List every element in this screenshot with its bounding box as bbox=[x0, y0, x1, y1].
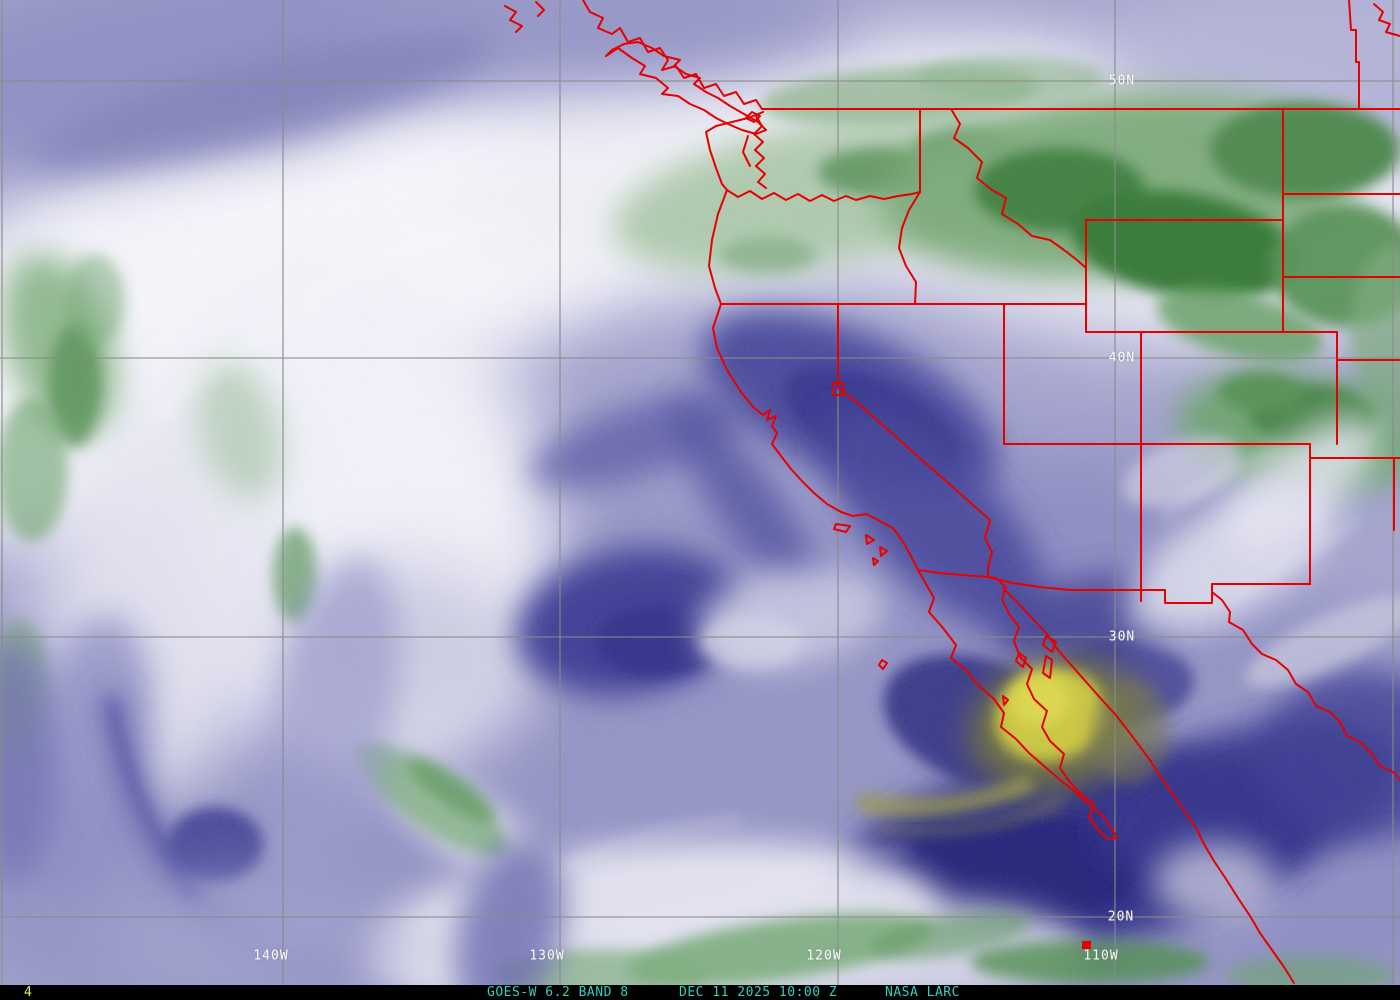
border-wa-or bbox=[726, 189, 921, 202]
gulf-islands bbox=[1002, 652, 1053, 706]
caption-bar: 4 GOES-W 6.2 BAND 8 DEC 11 2025 10:00 Z … bbox=[0, 985, 1400, 1000]
guadalupe-island bbox=[878, 659, 888, 670]
border-us-mexico bbox=[917, 569, 1213, 604]
channel-islands bbox=[833, 523, 888, 566]
lon-label-130w: 130W bbox=[529, 948, 565, 964]
border-mt-id bbox=[950, 108, 1087, 269]
lon-label-120w: 120W bbox=[806, 948, 842, 964]
puget-sound bbox=[753, 115, 767, 189]
map-borders bbox=[504, 0, 1400, 984]
border-ca-nv bbox=[837, 303, 993, 578]
credit-label: NASA LARC bbox=[885, 985, 960, 1000]
lat-label-30n: 30N bbox=[1108, 629, 1136, 645]
lat-label-40n: 40N bbox=[1108, 350, 1136, 366]
lon-label-140w: 140W bbox=[253, 948, 289, 964]
frame-number-label: 4 bbox=[24, 985, 33, 1000]
baja-california bbox=[917, 569, 1118, 840]
lat-label-20n: 20N bbox=[1107, 909, 1135, 925]
lon-label-110w: 110W bbox=[1083, 948, 1119, 964]
coast-california bbox=[712, 303, 919, 571]
satellite-id-label: GOES-W 6.2 BAND 8 bbox=[487, 985, 629, 1000]
border-wa-id bbox=[898, 108, 921, 305]
coast-washington-oregon bbox=[705, 111, 764, 305]
coast-mexico-mainland bbox=[1002, 587, 1295, 984]
island-marker bbox=[1082, 941, 1091, 949]
rio-grande bbox=[1211, 583, 1400, 781]
timestamp-label: DEC 11 2025 10:00 Z bbox=[679, 985, 838, 1000]
lat-label-50n: 50N bbox=[1108, 73, 1136, 89]
coast-british-columbia bbox=[582, 0, 763, 110]
